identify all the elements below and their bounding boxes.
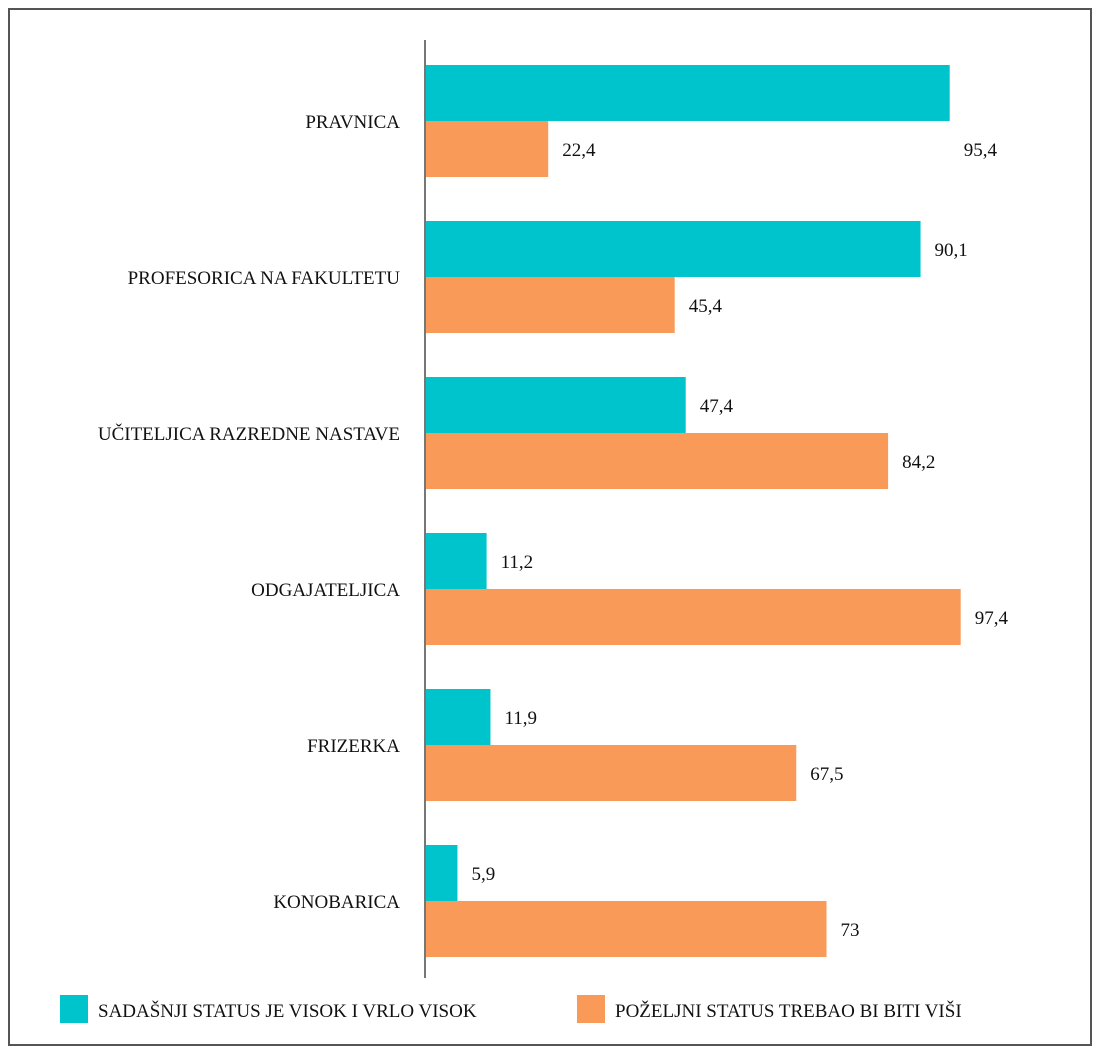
bar-current-status [425,845,458,901]
data-label: 22,4 [562,140,596,161]
data-label: 97,4 [975,608,1009,629]
bar-desired-status [425,589,961,645]
data-label: 84,2 [902,452,935,473]
data-label: 67,5 [810,764,843,785]
data-label: 95,4 [964,140,998,161]
category-label: ODGAJATELJICA [251,580,400,601]
data-label: 90,1 [935,240,968,261]
category-label: UČITELJICA RAZREDNE NASTAVE [98,423,400,445]
bar-desired-status [425,121,549,177]
category-label: PRAVNICA [305,112,400,133]
data-label: 11,9 [504,708,537,729]
legend-label: POŽELJNI STATUS TREBAO BI BITI VIŠI [615,1000,962,1022]
bar-desired-status [425,433,889,489]
bar-current-status [425,689,491,745]
bar-current-status [425,377,686,433]
category-label: PROFESORICA NA FAKULTETU [128,268,401,289]
bar-current-status [425,65,950,121]
bar-desired-status [425,745,797,801]
chart-frame [8,8,1092,1046]
data-label: 73 [841,920,860,941]
data-label: 5,9 [471,864,495,885]
data-label: 47,4 [700,396,734,417]
bar-desired-status [425,277,675,333]
category-label: KONOBARICA [273,892,400,913]
data-label: 11,2 [501,552,534,573]
legend-swatch-current [60,995,88,1023]
legend-swatch-desired [577,995,605,1023]
data-label: 45,4 [689,296,723,317]
bar-current-status [425,533,487,589]
bar-desired-status [425,901,827,957]
bar-current-status [425,221,921,277]
legend-label: SADAŠNJI STATUS JE VISOK I VRLO VISOK [98,1000,477,1022]
category-label: FRIZERKA [307,736,400,757]
